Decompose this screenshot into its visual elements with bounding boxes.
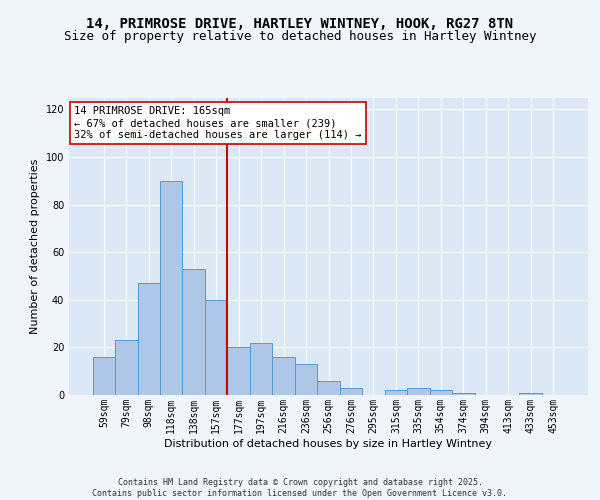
Bar (295, 364, 317, 395)
Bar (92, 357, 115, 395)
Bar (340, 388, 362, 395)
Bar (407, 388, 430, 395)
Text: Size of property relative to detached houses in Hartley Wintney: Size of property relative to detached ho… (64, 30, 536, 43)
Bar (272, 357, 295, 395)
Y-axis label: Number of detached properties: Number of detached properties (30, 158, 40, 334)
Bar (317, 380, 340, 395)
Bar (250, 342, 272, 395)
Bar (227, 348, 250, 395)
Bar (205, 300, 227, 395)
Bar (182, 269, 205, 395)
X-axis label: Distribution of detached houses by size in Hartley Wintney: Distribution of detached houses by size … (164, 438, 493, 448)
Text: 14 PRIMROSE DRIVE: 165sqm
← 67% of detached houses are smaller (239)
32% of semi: 14 PRIMROSE DRIVE: 165sqm ← 67% of detac… (74, 106, 362, 140)
Text: Contains HM Land Registry data © Crown copyright and database right 2025.
Contai: Contains HM Land Registry data © Crown c… (92, 478, 508, 498)
Bar (385, 390, 407, 395)
Bar (160, 181, 182, 395)
Bar (115, 340, 137, 395)
Bar (430, 390, 452, 395)
Bar (520, 392, 542, 395)
Text: 14, PRIMROSE DRIVE, HARTLEY WINTNEY, HOOK, RG27 8TN: 14, PRIMROSE DRIVE, HARTLEY WINTNEY, HOO… (86, 18, 514, 32)
Bar (452, 392, 475, 395)
Bar (137, 283, 160, 395)
